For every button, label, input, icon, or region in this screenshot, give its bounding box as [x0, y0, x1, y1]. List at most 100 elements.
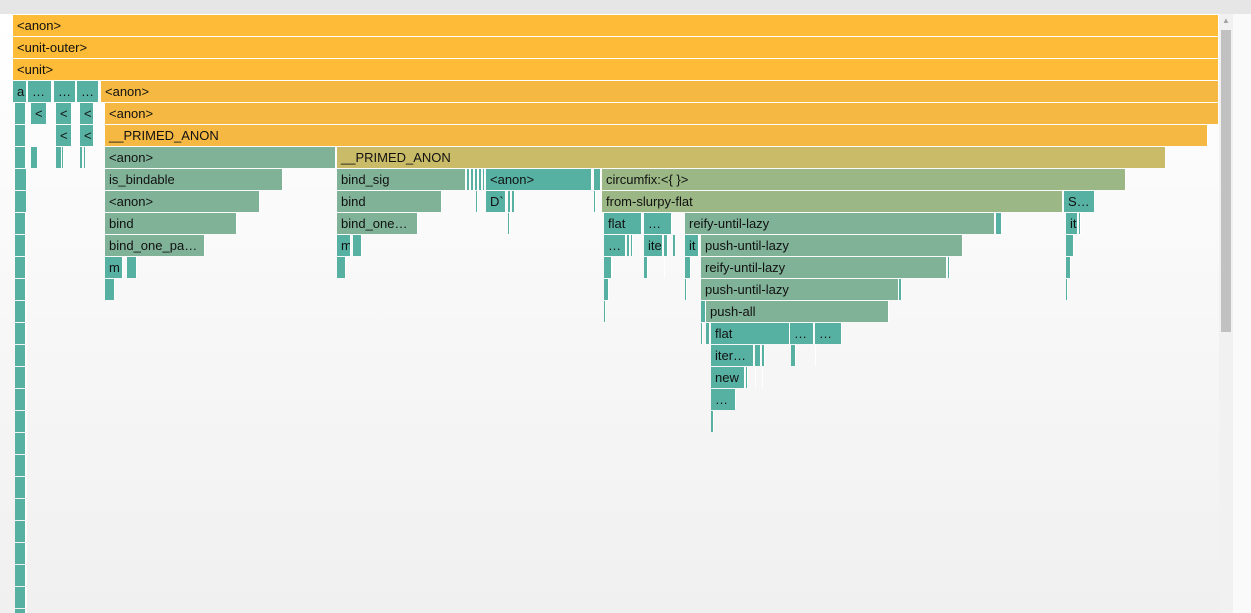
flame-frame-sliver[interactable] [24, 609, 26, 613]
flame-frame-sliver[interactable] [627, 235, 630, 256]
flame-frame-sliver[interactable] [1066, 235, 1074, 256]
flame-frame[interactable]: reify-until-lazy [685, 213, 995, 234]
flame-frame-sliver[interactable] [706, 323, 710, 344]
flame-frame[interactable]: circumfix:<{ }> [602, 169, 1126, 190]
flame-frame-sliver[interactable] [594, 191, 596, 212]
flame-frame[interactable]: … [790, 323, 814, 344]
flame-frame[interactable]: m [105, 257, 123, 278]
flame-frame-sliver[interactable] [34, 147, 38, 168]
flame-frame-sliver[interactable] [755, 367, 756, 388]
flame-frame-sliver[interactable] [24, 213, 26, 234]
flame-frame[interactable]: <unit> [13, 59, 1219, 80]
flame-frame-sliver[interactable] [685, 257, 691, 278]
flame-frame-sliver[interactable] [755, 345, 761, 366]
flame-frame-sliver[interactable] [337, 257, 346, 278]
flame-frame-sliver[interactable] [24, 455, 26, 476]
flame-frame[interactable]: a [13, 81, 27, 102]
flame-frame-sliver[interactable] [24, 433, 26, 454]
flame-frame[interactable]: __PRIMED_ANON [337, 147, 1166, 168]
flame-frame-sliver[interactable] [762, 367, 763, 388]
flame-frame-sliver[interactable] [24, 235, 26, 256]
flame-frame[interactable]: bind_sig [337, 169, 466, 190]
flame-frame[interactable]: … [644, 213, 672, 234]
flame-frame[interactable]: push-until-lazy [701, 235, 963, 256]
flame-frame-sliver[interactable] [62, 147, 64, 168]
flame-frame[interactable]: it [685, 235, 699, 256]
flame-frame-sliver[interactable] [899, 279, 902, 300]
flame-frame-sliver[interactable] [24, 125, 26, 146]
flame-frame-sliver[interactable] [15, 609, 27, 613]
flame-frame-sliver[interactable] [479, 169, 482, 190]
flame-frame-sliver[interactable] [24, 323, 26, 344]
flame-frame-sliver[interactable] [475, 169, 478, 190]
flame-frame[interactable]: m [337, 235, 351, 256]
flame-frame[interactable]: <anon> [105, 147, 336, 168]
flame-frame-sliver[interactable] [84, 147, 86, 168]
flame-frame[interactable]: push-until-lazy [701, 279, 899, 300]
flame-frame-sliver[interactable] [673, 235, 676, 256]
flame-frame[interactable]: … [711, 389, 736, 410]
flame-frame[interactable]: bind [337, 191, 442, 212]
flame-frame-sliver[interactable] [604, 279, 609, 300]
flame-frame-sliver[interactable] [24, 147, 26, 168]
flame-frame-sliver[interactable] [24, 521, 26, 542]
flame-frame[interactable]: < [56, 125, 72, 146]
flame-frame[interactable]: it [1066, 213, 1078, 234]
flame-frame-sliver[interactable] [24, 279, 26, 300]
flame-frame[interactable]: reify-until-lazy [701, 257, 947, 278]
flame-frame-sliver[interactable] [24, 499, 26, 520]
flame-frame-sliver[interactable] [664, 235, 668, 256]
flame-frame-sliver[interactable] [594, 169, 601, 190]
flame-frame-sliver[interactable] [353, 235, 362, 256]
flame-frame-sliver[interactable] [996, 213, 1002, 234]
flame-frame[interactable]: bind_one_pa… [105, 235, 205, 256]
flame-frame[interactable]: <anon> [486, 169, 592, 190]
flame-frame-sliver[interactable] [604, 257, 612, 278]
flame-frame-sliver[interactable] [476, 191, 478, 212]
flame-frame[interactable]: <anon> [13, 15, 1219, 36]
flame-frame-sliver[interactable] [711, 411, 714, 432]
flame-frame[interactable]: <unit-outer> [13, 37, 1219, 58]
vertical-scrollbar[interactable]: ▲ [1219, 14, 1233, 613]
flame-frame-sliver[interactable] [471, 169, 474, 190]
flame-frame[interactable]: iter… [711, 345, 754, 366]
flame-frame[interactable]: < [31, 103, 47, 124]
flame-frame-sliver[interactable] [508, 213, 510, 234]
flame-frame[interactable]: <anon> [105, 103, 1219, 124]
flame-frame[interactable]: bind_one… [337, 213, 418, 234]
flame-frame-sliver[interactable] [644, 257, 648, 278]
flame-frame-sliver[interactable] [105, 279, 115, 300]
flame-frame-sliver[interactable] [24, 565, 26, 586]
flame-frame[interactable]: … [815, 323, 842, 344]
flame-frame-sliver[interactable] [762, 345, 765, 366]
flame-frame[interactable]: < [56, 103, 72, 124]
flame-frame-sliver[interactable] [664, 257, 665, 278]
flame-frame-sliver[interactable] [1079, 213, 1081, 234]
flame-frame-sliver[interactable] [685, 279, 687, 300]
flame-frame-sliver[interactable] [746, 367, 748, 388]
flame-frame[interactable]: … [28, 81, 52, 102]
flame-frame-sliver[interactable] [15, 169, 27, 190]
flame-frame-sliver[interactable] [59, 147, 62, 168]
flame-frame-sliver[interactable] [512, 191, 515, 212]
flame-frame[interactable]: flat [711, 323, 790, 344]
flame-frame-sliver[interactable] [467, 169, 470, 190]
flame-frame[interactable]: S… [1064, 191, 1095, 212]
flame-frame[interactable]: __PRIMED_ANON [105, 125, 1208, 146]
flame-graph[interactable]: <anon><unit-outer><unit>a………<anon><<<.<a… [0, 14, 1219, 613]
flame-frame-sliver[interactable] [24, 543, 26, 564]
flame-frame[interactable]: bind [105, 213, 237, 234]
flame-frame[interactable]: D` [486, 191, 506, 212]
flame-frame-sliver[interactable] [791, 345, 796, 366]
flame-frame-sliver[interactable] [483, 169, 485, 190]
flame-frame-sliver[interactable] [948, 257, 950, 278]
flame-frame-sliver[interactable] [701, 301, 706, 322]
flame-frame-sliver[interactable] [508, 191, 511, 212]
flame-frame-sliver[interactable] [24, 389, 26, 410]
flame-frame-sliver[interactable] [127, 257, 137, 278]
scroll-thumb[interactable] [1221, 30, 1231, 332]
flame-frame[interactable]: <anon> [105, 191, 260, 212]
flame-frame[interactable]: … [604, 235, 626, 256]
flame-frame-sliver[interactable] [815, 345, 816, 366]
flame-frame-sliver[interactable] [24, 345, 26, 366]
